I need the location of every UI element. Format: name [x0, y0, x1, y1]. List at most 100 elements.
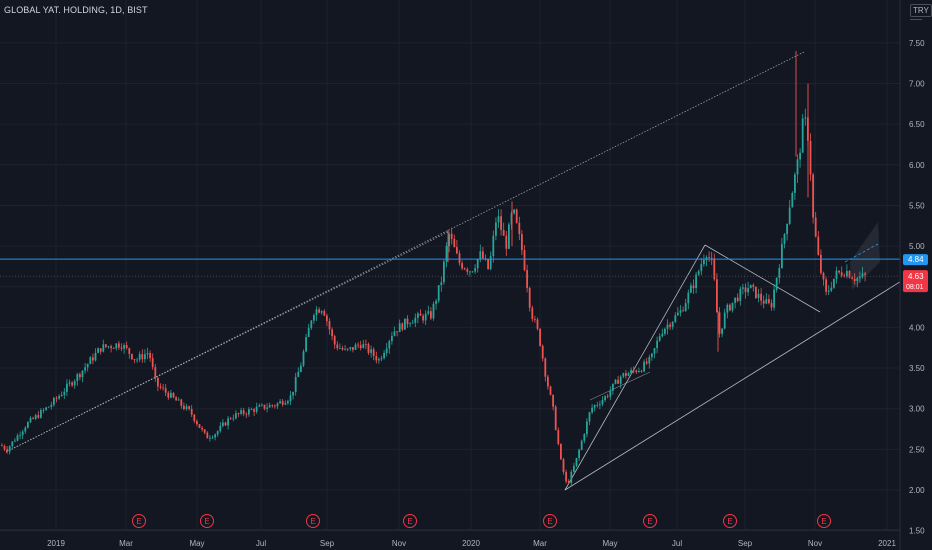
support-trendline[interactable] [564, 261, 932, 491]
candle-body [401, 323, 404, 330]
candle-body [453, 238, 456, 248]
candle-body [388, 341, 391, 349]
time-tick-label: Mar [533, 539, 547, 548]
time-tick-label: Jul [256, 539, 266, 548]
drawing-tools[interactable] [5, 51, 932, 491]
candle-body [684, 303, 687, 312]
candle-body [523, 250, 526, 271]
candle-body [770, 303, 773, 308]
time-tick-label: May [189, 539, 204, 548]
price-axis[interactable]: 7.507.006.506.005.505.004.504.003.503.00… [899, 0, 932, 550]
candle-body [643, 361, 645, 372]
candle-body [578, 449, 580, 459]
time-tick-label: Mar [119, 539, 133, 548]
candle-body [411, 322, 414, 324]
candle-body [562, 459, 565, 473]
earnings-marker[interactable] [817, 514, 831, 528]
candle-body [362, 344, 365, 349]
candle-body [71, 382, 73, 386]
currency-badge[interactable]: TRY [910, 4, 932, 17]
candle-body [492, 235, 495, 257]
candle-body [315, 309, 318, 316]
candle-body [14, 440, 16, 442]
earnings-marker[interactable] [132, 514, 146, 528]
candle-body [201, 427, 203, 430]
candle-body [716, 279, 718, 313]
trendline-lower-early[interactable] [5, 231, 449, 453]
candle-body [224, 422, 227, 426]
time-axis[interactable]: 2019 Mar May Jul Sep Nov 2020 Mar May Jul Sep Nov 20… [0, 529, 900, 548]
earnings-marker[interactable] [306, 514, 320, 528]
triangle-left-edge[interactable] [564, 244, 706, 491]
candle-body [749, 284, 752, 289]
candle-body [118, 343, 120, 348]
candle-body [29, 417, 32, 423]
projected-channel[interactable] [850, 222, 880, 290]
candle-body [783, 234, 786, 244]
candle-body [547, 376, 549, 387]
candle-body [651, 353, 653, 358]
candle-body [261, 404, 263, 406]
earnings-marker[interactable] [200, 514, 214, 528]
candle-body [474, 268, 476, 272]
candle-body [79, 374, 81, 378]
candle-body [541, 345, 544, 359]
earnings-marker[interactable] [403, 514, 417, 528]
price-tick-label: 3.50 [909, 364, 925, 373]
candle-body [588, 412, 591, 422]
candle-body [128, 348, 131, 354]
time-tick-label: May [602, 539, 617, 548]
price-tick-label: 3.00 [909, 405, 925, 414]
candle-body [185, 406, 188, 409]
candle-body [593, 405, 596, 408]
candle-body [86, 364, 89, 368]
earnings-marker-label: E [136, 517, 141, 526]
candle-body [734, 297, 736, 303]
candle-body [809, 140, 812, 175]
candle-body [768, 299, 770, 304]
candle-body [630, 369, 632, 374]
last-price-label: 4.63 [908, 272, 924, 281]
triangle-base[interactable] [589, 371, 651, 401]
earnings-marker[interactable] [643, 514, 657, 528]
candle-body [97, 348, 99, 353]
earnings-marker[interactable] [723, 514, 737, 528]
candle-body [835, 270, 838, 279]
candle-body [333, 336, 336, 345]
time-tick-label: Nov [808, 539, 822, 548]
candle-body [414, 317, 417, 323]
candle-body [409, 323, 411, 325]
candle-body [864, 273, 866, 275]
candle-body [463, 268, 466, 270]
price-tick-label: 4.00 [909, 323, 925, 332]
earnings-marker[interactable] [543, 514, 557, 528]
candle-body [778, 268, 781, 278]
candle-body [359, 345, 362, 349]
last-price-badge[interactable] [903, 270, 928, 293]
candle-body [604, 396, 606, 400]
hline-price-badge[interactable] [903, 254, 928, 266]
candle-body [380, 358, 383, 360]
candle-body [307, 327, 310, 338]
candle-body [40, 410, 42, 418]
earnings-marker-label: E [727, 517, 732, 526]
price-tick-label: 6.50 [909, 120, 925, 129]
candle-body [658, 336, 661, 341]
candle-body [235, 413, 237, 419]
candle-body [196, 421, 198, 425]
earnings-marker-label: E [310, 517, 315, 526]
candle-body [305, 337, 307, 352]
candle-body [68, 382, 71, 384]
candle-body [190, 409, 193, 415]
candle-body [861, 273, 864, 277]
horizontal-price-line[interactable] [0, 258, 900, 277]
candle-body [183, 405, 185, 409]
candle-body [838, 270, 840, 273]
triangle-right-edge[interactable] [704, 244, 821, 313]
candle-body [679, 310, 682, 313]
candle-body [565, 472, 567, 482]
candle-body [755, 286, 757, 298]
earnings-marker-label: E [547, 517, 552, 526]
